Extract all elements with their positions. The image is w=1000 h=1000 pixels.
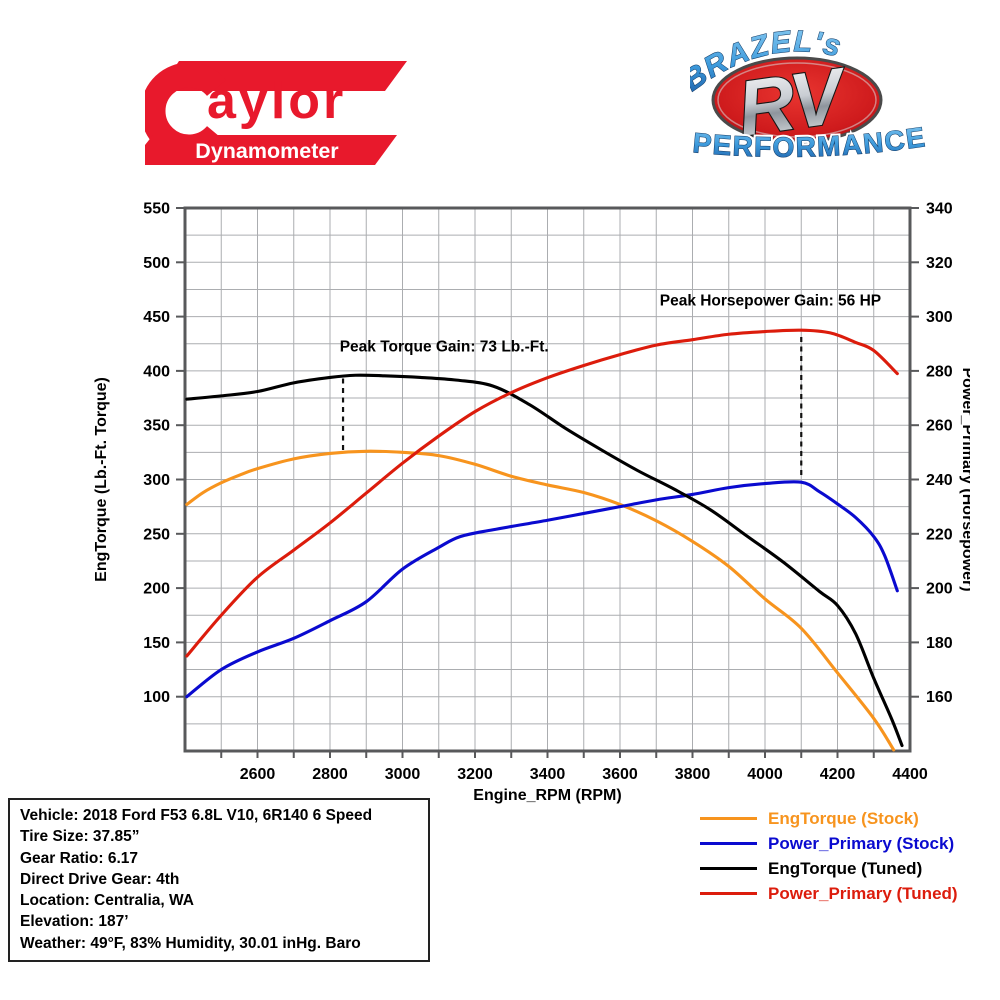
- info-line-location: Location: Centralia, WA: [20, 892, 194, 910]
- info-line-elevation: Elevation: 187’: [20, 913, 129, 931]
- legend-line-swatch: [700, 867, 757, 870]
- axis-ticks: [176, 207, 919, 758]
- taylor-sub-wordmark: Dynamometer: [195, 139, 339, 163]
- legend-label: EngTorque (Stock): [768, 808, 919, 828]
- info-line-gear-ratio: Gear Ratio: 6.17: [20, 849, 139, 867]
- right-axis-title: Power_Primary (Horsepower): [959, 367, 970, 591]
- vehicle-info-box: Vehicle: 2018 Ford F53 6.8L V10, 6R140 6…: [8, 798, 430, 963]
- info-line-vehicle: Vehicle: 2018 Ford F53 6.8L V10, 6R140 6…: [20, 807, 373, 824]
- brazels-red-oval: [711, 56, 883, 144]
- left-tick-label: 300: [143, 472, 170, 489]
- annotation-text: Peak Horsepower Gain: 56 HP: [660, 293, 881, 310]
- series-power-primary-tuned: [185, 328, 899, 658]
- right-tick-label: 280: [926, 363, 953, 380]
- legend-label: EngTorque (Tuned): [768, 858, 923, 878]
- x-axis-title: Engine_RPM (RPM): [473, 787, 621, 804]
- legend-label: Power_Primary (Tuned): [768, 883, 958, 903]
- series-engtorque-tuned: [185, 373, 904, 748]
- brazels-oval-highlight: [717, 62, 877, 138]
- left-tick-label: 200: [143, 581, 170, 598]
- legend-line-swatch: [700, 842, 757, 845]
- x-tick-label: 3400: [530, 766, 566, 783]
- right-tick-label: 220: [926, 526, 953, 543]
- legend-item: Power_Primary (Stock): [700, 831, 958, 856]
- x-tick-label: 3000: [385, 766, 421, 783]
- x-tick-label: 4200: [820, 766, 856, 783]
- right-tick-label: 180: [926, 635, 953, 652]
- legend-label: Power_Primary (Stock): [768, 833, 955, 853]
- right-tick-label: 300: [926, 309, 953, 326]
- dyno-chart-svg: 2600 2800 3000 3200 3400 3600 3800 4000 4200 4400…: [93, 201, 976, 805]
- x-tick-label: 3600: [602, 766, 638, 783]
- left-axis-title: EngTorque (Lb.-Ft. Torque): [93, 377, 110, 582]
- left-tick-label: 400: [143, 363, 170, 380]
- legend-line-swatch: [700, 817, 757, 820]
- series-engtorque-stock: [185, 449, 896, 752]
- right-tick-label: 320: [926, 255, 953, 272]
- taylor-bottom-band: [145, 135, 397, 165]
- chart-legend: EngTorque (Stock) Power_Primary (Stock) …: [700, 806, 958, 906]
- taylor-dynamometer-logo: aylor Dynamometer: [145, 61, 407, 165]
- x-tick-label: 4400: [892, 766, 928, 783]
- left-tick-label: 100: [143, 689, 170, 706]
- annotation-text: Peak Torque Gain: 73 Lb.-Ft.: [340, 338, 549, 355]
- left-tick-label: 250: [143, 526, 170, 543]
- brazels-rv-performance-logo: RV BRAZEL's BRAZEL's PERFORMANCE PERFORM…: [690, 30, 929, 165]
- left-tick-label: 150: [143, 635, 170, 652]
- right-tick-label: 260: [926, 418, 953, 435]
- x-tick-label: 2800: [312, 766, 348, 783]
- info-line-tire-size: Tire Size: 37.85”: [20, 828, 140, 846]
- dyno-chart: 2600 2800 3000 3200 3400 3600 3800 4000 4200 4400…: [60, 190, 976, 815]
- taylor-logo-marks: [145, 61, 407, 165]
- x-tick-label: 2600: [240, 766, 276, 783]
- plot-frame: [183, 206, 912, 753]
- left-tick-label: 500: [143, 255, 170, 272]
- x-tick-label: 3200: [457, 766, 493, 783]
- legend-line-swatch: [700, 892, 757, 895]
- right-tick-label: 160: [926, 689, 953, 706]
- series-power-primary-stock: [185, 480, 899, 699]
- right-tick-label: 240: [926, 472, 953, 489]
- left-tick-label: 350: [143, 418, 170, 435]
- legend-item: Power_Primary (Tuned): [700, 881, 958, 906]
- info-line-weather: Weather: 49°F, 83% Humidity, 30.01 inHg.…: [20, 934, 361, 952]
- info-line-direct-drive-gear: Direct Drive Gear: 4th: [20, 870, 180, 888]
- right-tick-label: 340: [926, 201, 953, 218]
- legend-item: EngTorque (Tuned): [700, 856, 958, 881]
- right-tick-label: 200: [926, 581, 953, 598]
- x-tick-label: 3800: [675, 766, 711, 783]
- left-tick-label: 450: [143, 309, 170, 326]
- gridlines: [185, 208, 910, 751]
- left-tick-label: 550: [143, 201, 170, 218]
- taylor-wordmark: aylor: [207, 72, 346, 130]
- legend-item: EngTorque (Stock): [700, 806, 958, 831]
- x-tick-label: 4000: [747, 766, 783, 783]
